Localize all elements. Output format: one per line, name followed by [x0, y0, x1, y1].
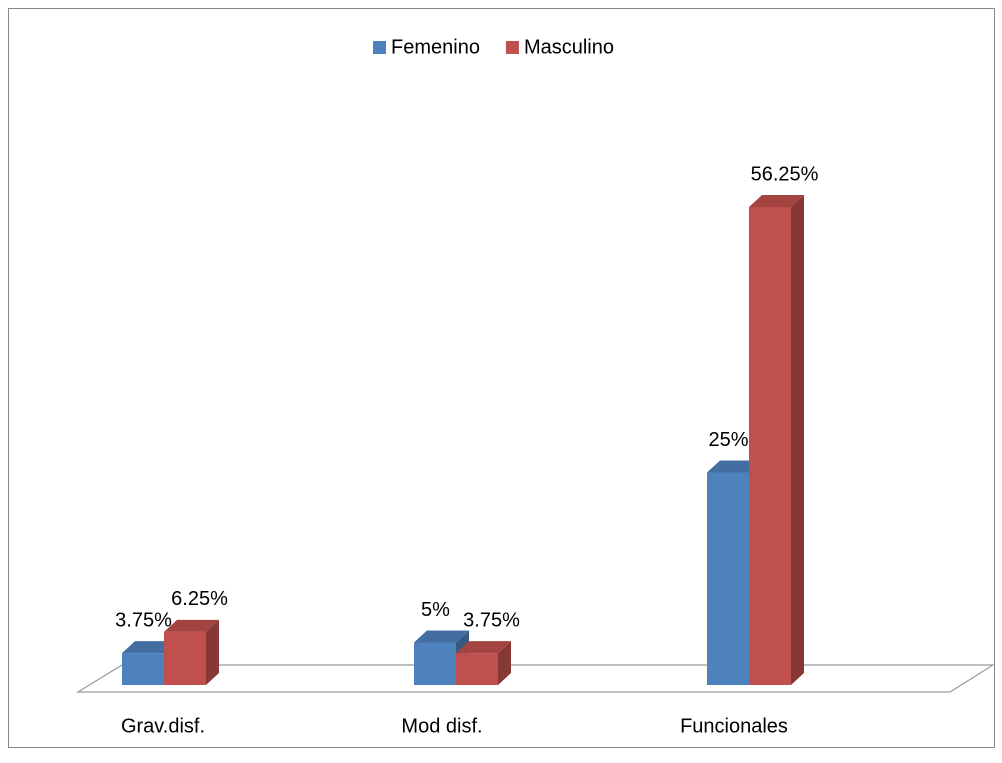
floor: [75, 664, 996, 693]
data-label: 6.25%: [171, 588, 228, 610]
bar: [164, 619, 219, 685]
bar-front: [122, 653, 164, 685]
bar-top: [749, 195, 804, 207]
data-label: 5%: [421, 599, 450, 621]
bar-front: [164, 631, 206, 685]
bar: [456, 641, 511, 685]
chart-border: [8, 8, 995, 748]
legend-swatch: [373, 41, 386, 54]
bar-side: [206, 619, 219, 685]
bar-front: [414, 642, 456, 685]
bar-front: [707, 472, 749, 685]
bar: [749, 195, 804, 685]
bar-top: [122, 641, 177, 654]
x-tick-label: Mod disf.: [401, 715, 482, 737]
bar: [414, 630, 469, 685]
bar-top: [414, 630, 469, 643]
data-label: 56.25%: [751, 163, 819, 185]
legend-label: Femenino: [391, 36, 480, 58]
data-label: 25%: [708, 429, 748, 451]
legend-swatch: [505, 41, 519, 54]
x-tick-label: Grav.disf.: [121, 715, 205, 737]
legend-label: Masculino: [524, 36, 614, 58]
x-tick-label: Funcionales: [680, 715, 788, 737]
bar-top: [707, 460, 762, 473]
data-label: 3.75%: [463, 609, 520, 631]
data-label: 3.75%: [115, 609, 172, 631]
bar-top: [456, 641, 511, 654]
bar-top: [164, 619, 219, 632]
bar-side: [791, 195, 804, 685]
bar-front: [749, 207, 791, 685]
bar-front: [456, 653, 498, 685]
bar-side: [498, 641, 511, 685]
